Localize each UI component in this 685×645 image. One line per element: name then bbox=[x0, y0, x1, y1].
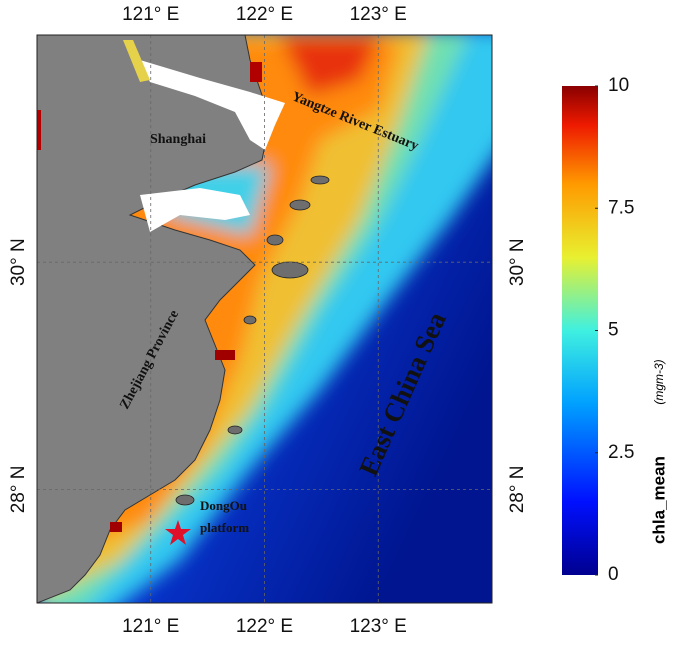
island bbox=[227, 425, 243, 435]
colorbar-unit: (mgm-3) bbox=[652, 359, 666, 404]
island bbox=[310, 175, 330, 185]
lat-tick-label: 28° N bbox=[8, 466, 29, 514]
lon-tick-label: 121° E bbox=[122, 616, 179, 637]
colorbar-tick-label: 2.5 bbox=[608, 442, 634, 463]
colorbar-tick-label: 0 bbox=[608, 564, 619, 585]
hotspot bbox=[37, 110, 41, 150]
lat-tick-label: 30° N bbox=[8, 238, 29, 286]
platform-label: DongOu bbox=[200, 498, 247, 513]
graticule bbox=[37, 35, 492, 603]
place-label: Shanghai bbox=[150, 132, 206, 147]
island bbox=[266, 234, 284, 246]
map-area: Shanghai Yangtze River Estuary Zhejiang … bbox=[37, 35, 492, 603]
lon-tick-label: 123° E bbox=[350, 616, 407, 637]
island bbox=[289, 199, 311, 211]
colorbar-tick-label: 5 bbox=[608, 320, 619, 341]
yangtze-river bbox=[140, 60, 285, 150]
island bbox=[175, 494, 195, 506]
map-frame bbox=[36, 34, 493, 604]
colorbar-tick-label: 7.5 bbox=[608, 197, 634, 218]
colorbar-tick-label: 10 bbox=[608, 75, 629, 96]
colorbar-title: chla_mean bbox=[649, 456, 668, 544]
river-mouth bbox=[123, 40, 150, 82]
colorbar bbox=[562, 86, 598, 575]
islands bbox=[175, 175, 330, 506]
island bbox=[271, 261, 309, 279]
lon-tick-label: 123° E bbox=[350, 4, 407, 25]
hotspot bbox=[215, 350, 235, 360]
hangzhou-bay bbox=[140, 188, 250, 232]
lat-tick-label: 30° N bbox=[507, 238, 528, 286]
band-red bbox=[280, 35, 380, 95]
lon-tick-label: 122° E bbox=[236, 616, 293, 637]
hotspot bbox=[110, 522, 122, 532]
platform-label: platform bbox=[200, 520, 249, 535]
platform-marker bbox=[165, 520, 191, 545]
lon-tick-label: 122° E bbox=[236, 4, 293, 25]
island bbox=[243, 315, 257, 325]
lat-tick-label: 28° N bbox=[507, 466, 528, 514]
lon-tick-label: 121° E bbox=[122, 4, 179, 25]
hotspot bbox=[250, 62, 262, 82]
